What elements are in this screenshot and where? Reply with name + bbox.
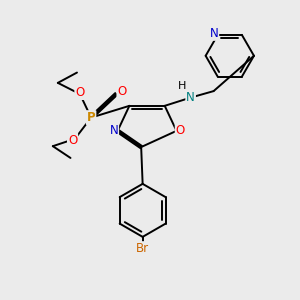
Text: O: O <box>176 124 185 137</box>
Text: P: P <box>87 111 95 124</box>
Text: O: O <box>68 134 77 147</box>
Text: O: O <box>117 85 127 98</box>
Text: Br: Br <box>136 242 149 255</box>
Text: O: O <box>75 86 85 99</box>
Text: N: N <box>209 27 218 40</box>
Text: N: N <box>186 91 195 104</box>
Text: H: H <box>178 81 187 92</box>
Text: N: N <box>110 124 118 137</box>
